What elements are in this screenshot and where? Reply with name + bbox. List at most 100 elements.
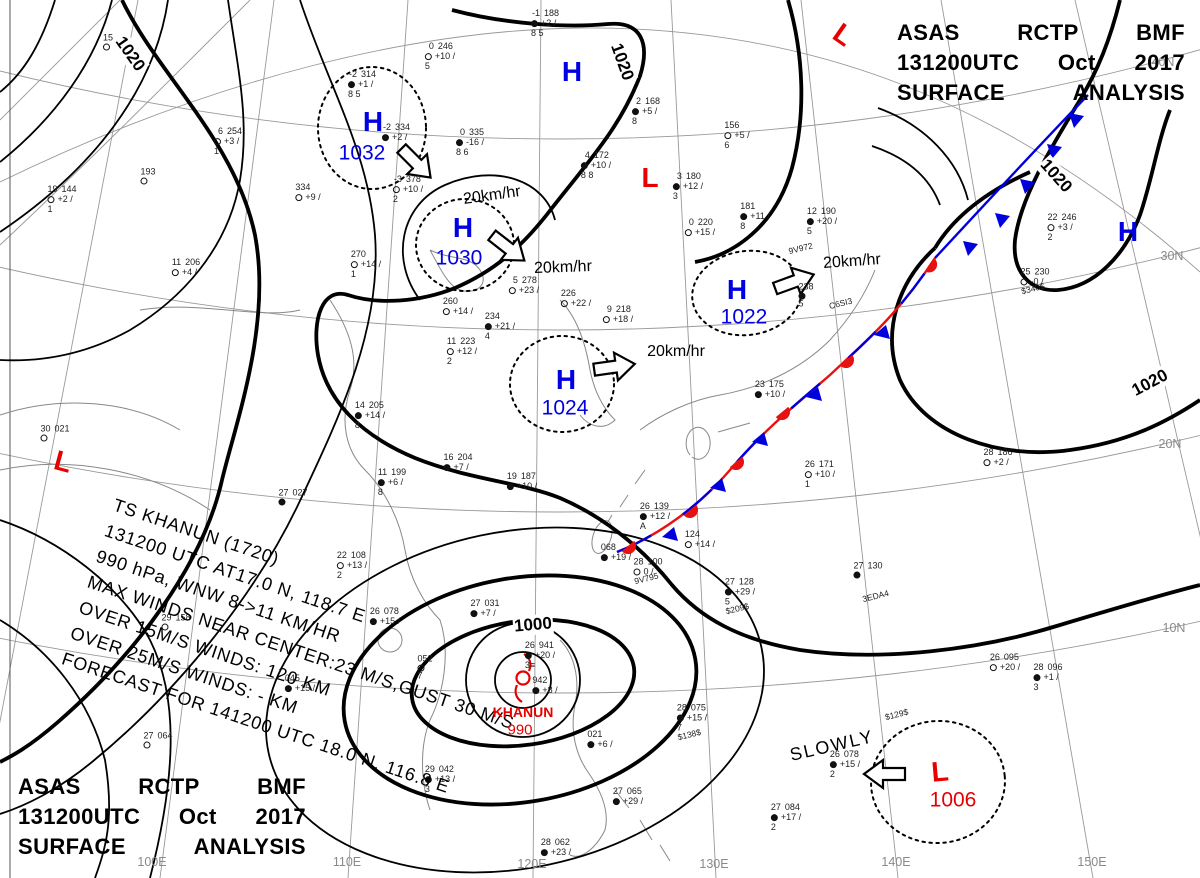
arrow-l1006 [862,757,907,791]
high-value: 1024 [541,396,589,420]
high-symbol: H [726,274,748,305]
arrow-h1022 [771,266,816,297]
station-circle-icon [295,194,303,202]
station-circle-icon [560,300,568,308]
station-circle-icon [806,218,814,226]
motion-speed-label: 20km/hr [822,251,882,272]
station-circle-icon [336,562,344,570]
station-plot: 226 +22 [560,288,591,309]
station-circle-icon [417,664,425,672]
station-plot: 23 175 +10 [754,379,785,400]
title-bottom-left: ASAS RCTP BMF 131200UTC Oct 2017 SURFACE ANAL… [18,772,306,862]
station-plot: 3EDA4 [861,588,890,604]
station-circle-icon [1033,674,1041,682]
station-circle-icon [369,618,377,626]
grid-label: 120E [517,857,547,871]
station-circle-icon [633,568,641,576]
station-circle-icon [853,571,861,579]
grid-label: 20N [1158,437,1182,451]
station-circle-icon [484,323,492,331]
station-plot: 181+118 [740,201,770,232]
station-circle-icon [798,292,806,300]
title-line: 131200UTC Oct 2017 [897,50,1185,75]
station-circle-icon [506,483,514,491]
station-circle-icon [424,776,432,784]
station-plot: 0 220 +15 [684,217,715,238]
station-plot: 15 [102,33,113,51]
low-symbol: L [50,444,76,479]
station-plot: 27 064 [143,731,173,749]
high-symbol: H [362,106,384,137]
station-plot: 068 +19 [600,542,631,563]
cold-front-line [934,94,1089,259]
high-value: 1022 [720,305,768,329]
station-plot: 124 +14 [684,529,715,550]
station-plot: 021 +6 [587,729,612,750]
station-circle-icon [684,229,692,237]
station-circle-icon [161,623,169,631]
title-line: ASAS RCTP BMF [18,774,306,799]
station-circle-icon [770,814,778,822]
motion-speed-label: 20km/hr [647,343,705,360]
station-circle-icon [983,459,991,467]
station-plot: 27 065 +29 [612,786,643,807]
high-symbol: H [561,56,583,87]
station-plot: 16 204 +7 [443,452,473,473]
station-plot: $129$ [884,707,909,722]
station-circle-icon [47,196,55,204]
motion-speed-label: 20km/hr [462,183,522,208]
high-symbol: H [555,364,577,395]
grid-label: 150E [1077,855,1107,869]
station-plot: 942 +8 [532,675,557,696]
station-circle-icon [989,664,997,672]
high-symbol: H [452,212,474,243]
station-circle-icon [143,741,151,749]
arrow-h1030 [486,229,526,262]
station-circle-icon [1020,278,1028,286]
station-plot: 29 158 [161,613,191,631]
station-plot: 28 062 +23 [540,837,571,858]
station-plot: 26 078 +15 [369,606,400,627]
low-value: 1006 [929,788,977,812]
station-plot: 5 278 +23 [508,275,539,296]
station-plot: C6SI3 [828,296,853,311]
ship-callsign: C6SI3 [827,295,854,312]
isobar-label: 1020 [110,31,150,77]
station-circle-icon [381,134,389,142]
station-plot: 260 +14 [442,296,473,317]
station-plot: 193 [140,167,156,185]
station-circle-icon [530,20,538,28]
station-plot: 156+56 [724,120,749,151]
station-plot: 334 +9 [295,182,320,203]
station-circle-icon [347,81,355,89]
station-plot: 27 031 +7 [470,598,500,619]
station-plot: 052 7 [417,653,433,681]
motion-arrows [395,142,907,791]
station-circle-icon [580,162,588,170]
station-circle-icon [540,849,548,857]
station-circle-icon [602,316,610,324]
station-plot: -2 334 +2 [381,122,410,143]
station-circle-icon [672,183,680,191]
station-plot: 270+141 [350,249,381,280]
station-circle-icon [213,138,221,146]
station-plot: 9V972 [787,240,813,256]
station-plot: 9 218 +18 [602,304,633,325]
high-value: 1030 [435,246,483,270]
